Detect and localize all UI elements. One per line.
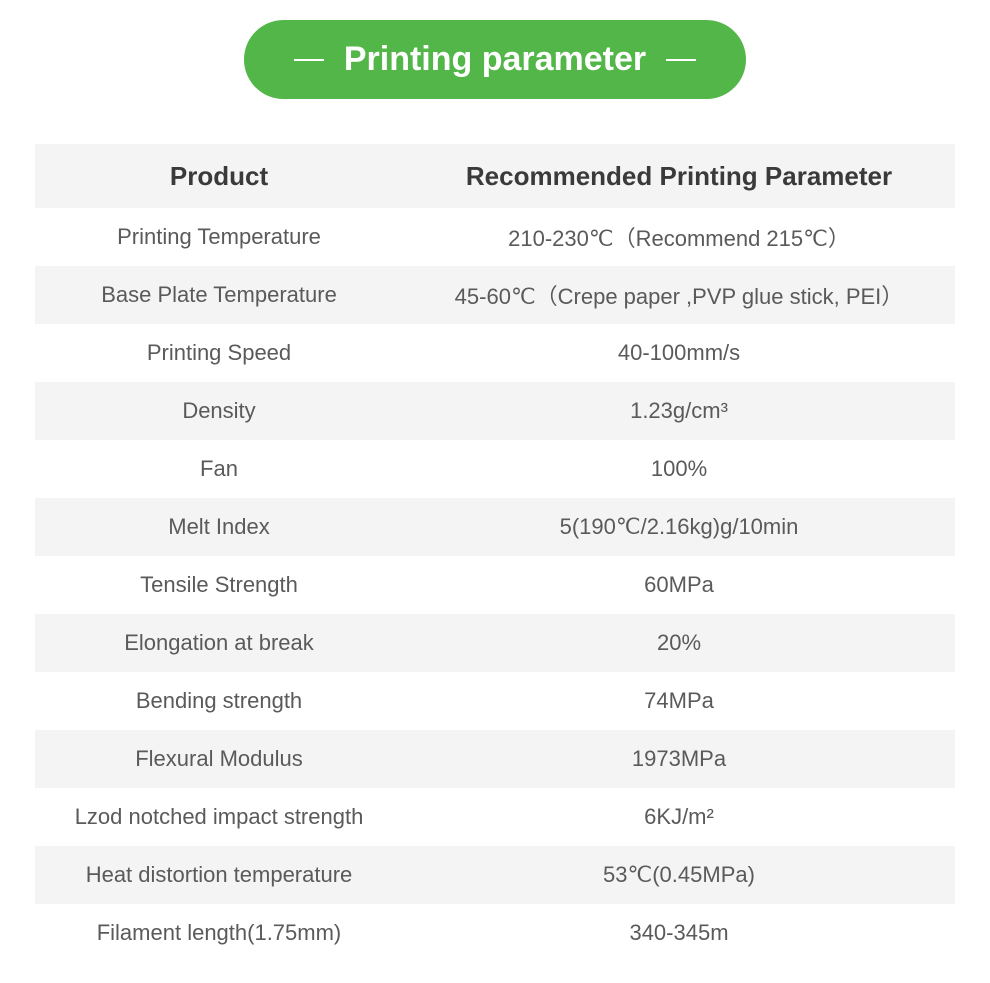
table-row: Fan 100% [35,440,955,498]
table-header-row: Product Recommended Printing Parameter [35,144,955,208]
cell-value: 1.23g/cm³ [403,398,955,424]
cell-value: 20% [403,630,955,656]
dash-left-icon [294,59,324,61]
header-product: Product [35,161,403,192]
page-title: Printing parameter [344,40,646,79]
cell-product: Heat distortion temperature [35,862,403,888]
table-row: Printing Speed 40-100mm/s [35,324,955,382]
cell-product: Density [35,398,403,424]
cell-value: 45-60℃（Crepe paper ,PVP glue stick, PEI） [403,279,955,311]
table-row: Elongation at break 20% [35,614,955,672]
table-row: Heat distortion temperature 53℃(0.45MPa) [35,846,955,904]
cell-product: Elongation at break [35,630,403,656]
table-row: Printing Temperature 210-230℃（Recommend … [35,208,955,266]
table-row: Flexural Modulus 1973MPa [35,730,955,788]
cell-product: Printing Temperature [35,224,403,250]
cell-product: Melt Index [35,514,403,540]
cell-value: 74MPa [403,688,955,714]
cell-value: 5(190℃/2.16kg)g/10min [403,514,955,540]
cell-product: Fan [35,456,403,482]
cell-value: 53℃(0.45MPa) [403,862,955,888]
cell-product: Bending strength [35,688,403,714]
table-row: Bending strength 74MPa [35,672,955,730]
table-row: Base Plate Temperature 45-60℃（Crepe pape… [35,266,955,324]
page-container: Printing parameter Product Recommended P… [0,20,990,962]
table-row: Filament length(1.75mm) 340-345m [35,904,955,962]
cell-value: 340-345m [403,920,955,946]
cell-product: Lzod notched impact strength [35,804,403,830]
cell-value: 6KJ/m² [403,804,955,830]
cell-product: Flexural Modulus [35,746,403,772]
cell-product: Base Plate Temperature [35,282,403,308]
table-row: Density 1.23g/cm³ [35,382,955,440]
dash-right-icon [666,59,696,61]
cell-product: Printing Speed [35,340,403,366]
table-row: Lzod notched impact strength 6KJ/m² [35,788,955,846]
table-row: Melt Index 5(190℃/2.16kg)g/10min [35,498,955,556]
table-row: Tensile Strength 60MPa [35,556,955,614]
parameter-table: Product Recommended Printing Parameter P… [35,144,955,962]
cell-value: 60MPa [403,572,955,598]
cell-value: 210-230℃（Recommend 215℃） [403,221,955,253]
title-pill: Printing parameter [244,20,746,99]
cell-value: 40-100mm/s [403,340,955,366]
cell-product: Tensile Strength [35,572,403,598]
cell-product: Filament length(1.75mm) [35,920,403,946]
header-value: Recommended Printing Parameter [403,161,955,192]
cell-value: 100% [403,456,955,482]
cell-value: 1973MPa [403,746,955,772]
